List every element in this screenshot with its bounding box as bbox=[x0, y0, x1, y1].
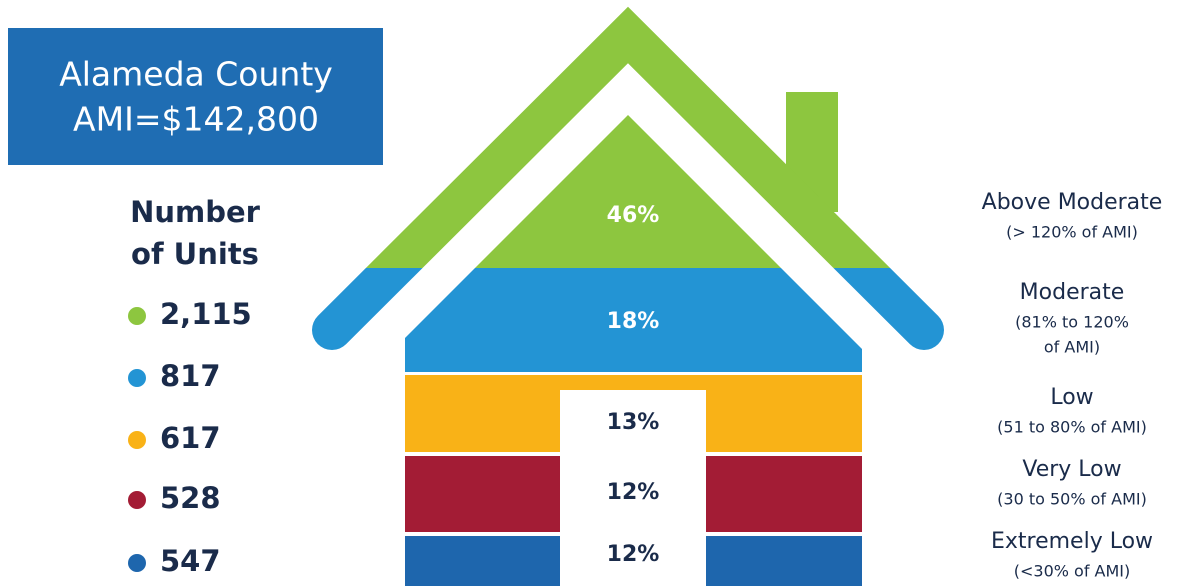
percent-label: 13% bbox=[607, 410, 660, 435]
category-label: Moderate bbox=[1020, 280, 1125, 305]
legend-heading: of Units bbox=[131, 237, 259, 271]
attic bbox=[475, 115, 781, 268]
legend-dot bbox=[128, 491, 146, 509]
legend-dot bbox=[128, 554, 146, 572]
house bbox=[312, 6, 944, 586]
category-label: Very Low bbox=[1022, 457, 1121, 482]
title-box bbox=[8, 28, 383, 165]
title: AMI=$142,800 bbox=[73, 100, 319, 139]
percent-label: 18% bbox=[607, 309, 660, 334]
category-note: (> 120% of AMI) bbox=[1006, 223, 1138, 242]
percent-label: 12% bbox=[607, 542, 660, 567]
roof bbox=[365, 6, 891, 268]
legend-dot bbox=[128, 369, 146, 387]
percent-label: 12% bbox=[607, 480, 660, 505]
legend-dot bbox=[128, 307, 146, 325]
category-note: (51 to 80% of AMI) bbox=[997, 418, 1147, 437]
door bbox=[560, 390, 706, 586]
title: Alameda County bbox=[59, 55, 333, 94]
unit-count: 547 bbox=[160, 544, 221, 578]
unit-count: 528 bbox=[160, 481, 221, 515]
unit-count: 617 bbox=[160, 421, 221, 455]
category-label: Extremely Low bbox=[991, 529, 1153, 554]
category-note: (<30% of AMI) bbox=[1014, 562, 1131, 581]
category-note: (81% to 120% bbox=[1015, 313, 1129, 332]
legend-heading: Number bbox=[130, 195, 261, 229]
category-label: Low bbox=[1050, 385, 1093, 410]
unit-count: 817 bbox=[160, 359, 221, 393]
legend-dot bbox=[128, 431, 146, 449]
upper-floor bbox=[405, 268, 862, 372]
category-label: Above Moderate bbox=[982, 190, 1163, 215]
unit-count: 2,115 bbox=[160, 297, 252, 331]
category-note: of AMI) bbox=[1044, 338, 1100, 357]
percent-label: 46% bbox=[607, 203, 660, 228]
category-note: (30 to 50% of AMI) bbox=[997, 490, 1147, 509]
